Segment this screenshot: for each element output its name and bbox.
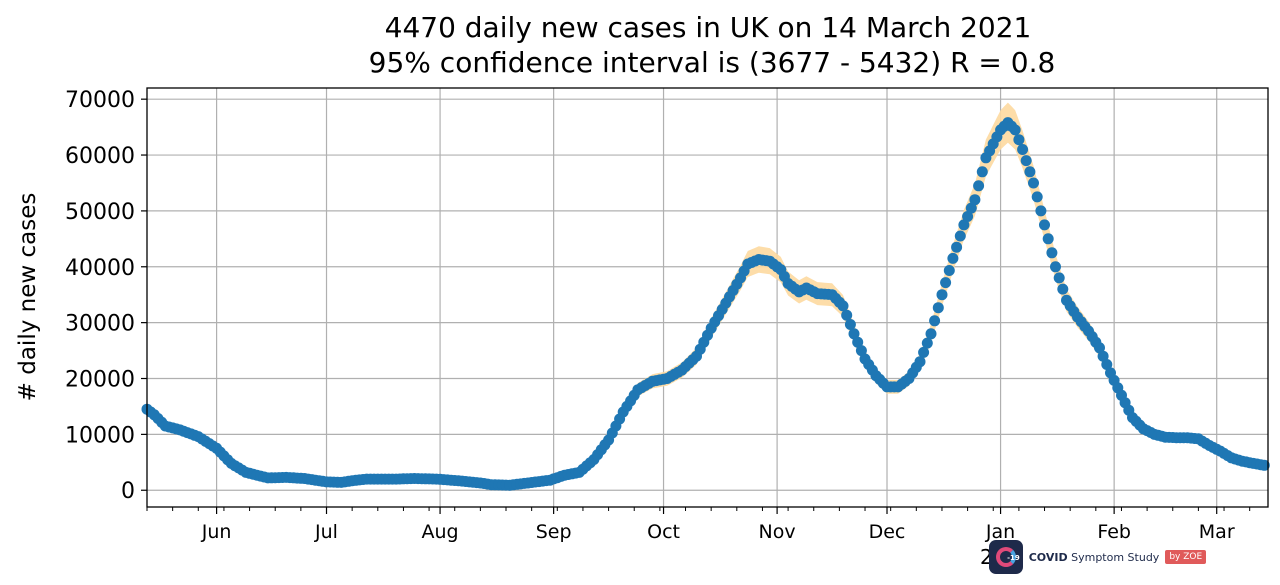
x-tick-label: Dec xyxy=(869,521,906,543)
data-point xyxy=(1097,350,1109,362)
app-badge-icon: -19 xyxy=(988,540,1023,574)
y-tick-label: 0 xyxy=(121,479,135,504)
data-point xyxy=(954,230,966,242)
data-point xyxy=(1039,219,1050,231)
data-point xyxy=(837,300,849,312)
plot-frame xyxy=(146,87,1269,508)
data-point xyxy=(1009,124,1021,136)
data-point xyxy=(1028,177,1039,189)
data-point xyxy=(1020,155,1032,167)
data-point xyxy=(965,202,977,214)
data-point xyxy=(841,309,853,321)
data-point xyxy=(1053,272,1065,284)
data-point xyxy=(976,166,988,178)
data-point xyxy=(929,315,941,327)
x-tick-label: Nov xyxy=(759,521,796,543)
data-point xyxy=(1258,459,1270,471)
data-point xyxy=(936,289,948,301)
covid-symptom-study-logo: 2 -19 COVID Symptom Study by ZOE xyxy=(980,538,1207,576)
zoe-tag: by ZOE xyxy=(1165,550,1207,564)
data-point xyxy=(855,345,867,357)
x-tick-label: Mar xyxy=(1199,521,1235,543)
logo-wordmark: COVID Symptom Study xyxy=(1028,550,1160,564)
x-tick-label: Jan xyxy=(985,521,1015,543)
data-point xyxy=(951,241,963,253)
y-tick-label: 70000 xyxy=(65,88,135,113)
data-point xyxy=(943,265,955,276)
data-point xyxy=(932,302,944,314)
data-point xyxy=(969,194,981,206)
grid-lines xyxy=(147,88,1268,507)
data-point xyxy=(914,356,926,368)
data-point xyxy=(958,219,970,231)
y-tick-label: 30000 xyxy=(65,312,135,337)
data-point xyxy=(848,328,860,340)
data-point xyxy=(1024,166,1036,178)
y-tick-label: 40000 xyxy=(65,256,135,281)
data-point xyxy=(1101,359,1113,370)
data-point xyxy=(1094,342,1105,354)
data-point xyxy=(962,211,974,222)
x-tick-label: Jun xyxy=(201,521,232,543)
chart-title: 4470 daily new cases in UK on 14 March 2… xyxy=(385,11,1032,44)
data-point xyxy=(940,277,952,289)
x-tick-label: Jul xyxy=(314,521,338,543)
chart-subtitle: 95% confidence interval is (3677 - 5432)… xyxy=(369,46,1056,79)
x-tick-label: Aug xyxy=(422,521,459,543)
data-point xyxy=(921,337,933,349)
data-point xyxy=(852,336,864,348)
data-point xyxy=(844,319,856,330)
y-axis-label: # daily new cases xyxy=(15,193,41,402)
y-tick-label: 60000 xyxy=(65,144,135,169)
y-tick-label: 50000 xyxy=(65,200,135,225)
data-point xyxy=(973,180,985,192)
data-point xyxy=(925,328,937,340)
data-point xyxy=(947,252,959,264)
data-point xyxy=(1050,261,1061,273)
data-point xyxy=(1013,134,1025,146)
data-point xyxy=(1057,283,1069,295)
x-tick-label: Sep xyxy=(536,521,572,543)
x-tick-label: Feb xyxy=(1097,521,1131,543)
data-point xyxy=(1042,233,1054,245)
data-point xyxy=(1017,144,1029,155)
y-tick-label: 20000 xyxy=(65,368,135,393)
data-point xyxy=(1031,191,1043,203)
data-point xyxy=(1046,247,1058,259)
y-tick-label: 10000 xyxy=(65,423,135,448)
data-point xyxy=(1035,205,1047,217)
x-tick-label: Oct xyxy=(647,521,680,543)
data-point xyxy=(918,346,930,358)
